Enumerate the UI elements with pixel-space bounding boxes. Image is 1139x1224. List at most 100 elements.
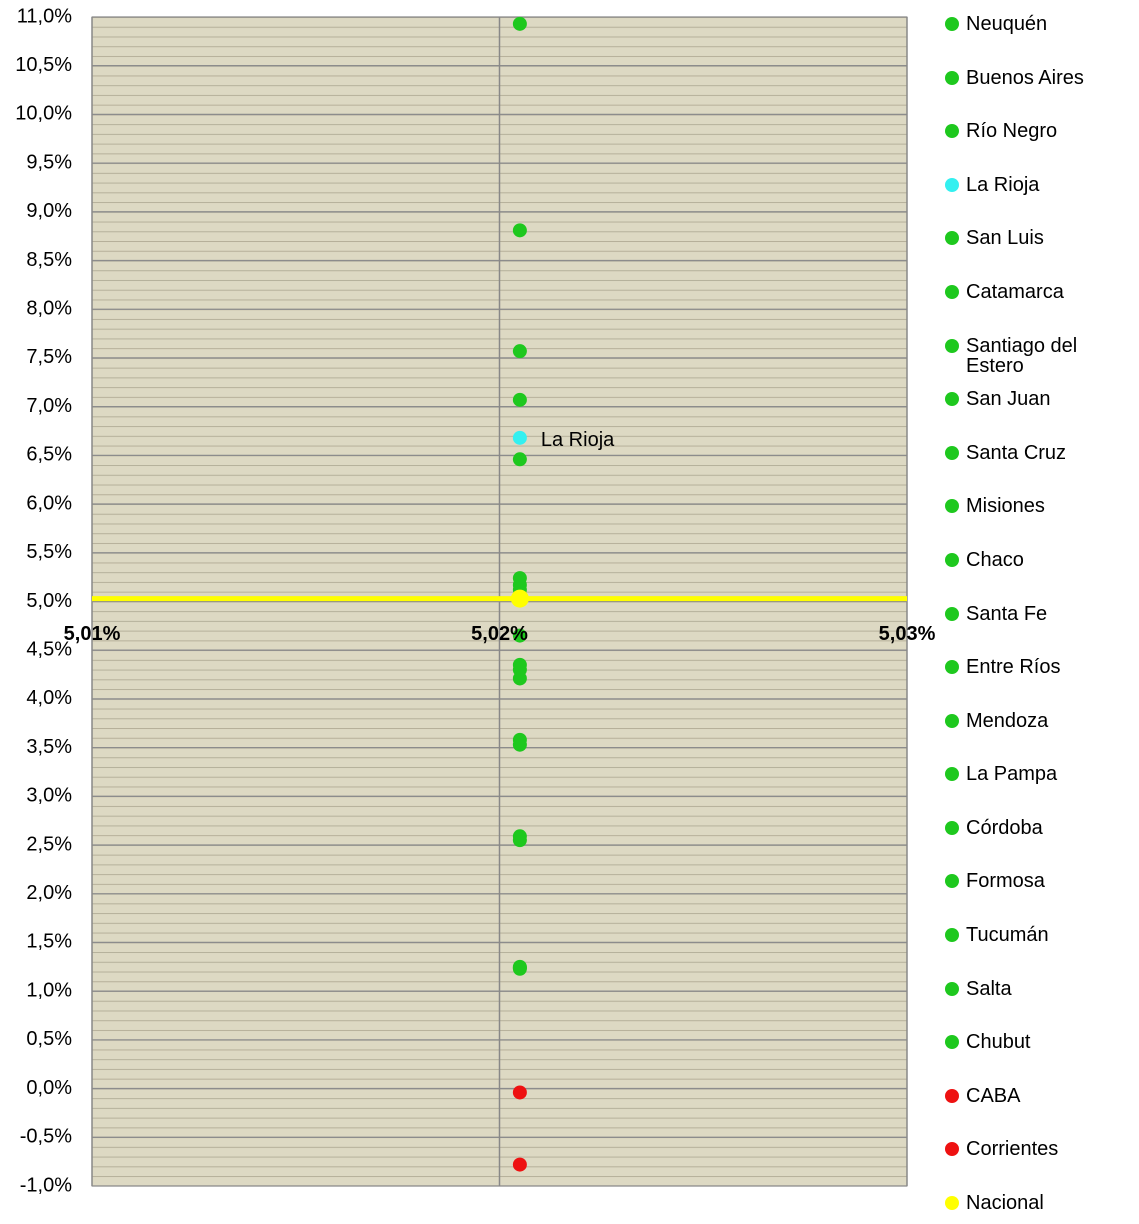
y-tick-label: 4,0%	[26, 687, 72, 709]
y-tick-label: 1,0%	[26, 979, 72, 1001]
point	[512, 430, 527, 445]
marks: La Rioja	[92, 16, 907, 1172]
legend-item: Chubut	[944, 1032, 1134, 1052]
legend-swatch	[945, 177, 959, 192]
legend-label: Chubut	[966, 1031, 1031, 1054]
y-tick-label: 10,0%	[15, 103, 72, 125]
legend-item: Formosa	[944, 871, 1134, 891]
x-tick-label: 5,02%	[471, 623, 528, 645]
legend-item: Mendoza	[944, 711, 1134, 731]
legend-swatch	[945, 713, 959, 728]
legend-item: Córdoba	[944, 818, 1134, 838]
point	[512, 628, 527, 643]
legend-item: Santiago del Estero	[944, 336, 1134, 376]
legend-swatch	[945, 445, 959, 460]
y-tick-label: 3,5%	[26, 736, 72, 758]
legend-swatch	[945, 17, 959, 31]
y-tick-label: 5,5%	[26, 541, 72, 563]
legend-label: San Luis	[966, 227, 1044, 250]
legend-item: Chaco	[944, 550, 1134, 570]
y-tick-label: 6,5%	[26, 444, 72, 466]
y-tick-label: 5,0%	[26, 590, 72, 612]
y-tick-label: 2,5%	[26, 833, 72, 855]
y-tick-label: -0,5%	[20, 1126, 72, 1148]
legend-swatch	[945, 874, 959, 889]
y-tick-label: 3,0%	[26, 785, 72, 807]
y-tick-label: 2,0%	[26, 882, 72, 904]
point	[512, 833, 527, 848]
point	[512, 1157, 527, 1172]
legend-item: Entre Ríos	[944, 657, 1134, 677]
legend-label: Santa Cruz	[966, 441, 1067, 464]
y-tick-label: 7,0%	[26, 395, 72, 417]
legend-label: Buenos Aires	[966, 66, 1084, 89]
legend-swatch	[945, 124, 959, 139]
legend-item: Santa Fe	[944, 604, 1134, 624]
y-tick-label: 7,5%	[26, 346, 72, 368]
legend-swatch	[945, 70, 959, 85]
y-tick-label: 0,5%	[26, 1028, 72, 1050]
point	[512, 223, 527, 238]
legend-label: Salta	[966, 977, 1012, 1000]
legend-label: CABA	[966, 1084, 1021, 1107]
legend-swatch	[945, 606, 959, 621]
legend-label: Misiones	[966, 495, 1045, 518]
y-tick-label: 0,0%	[26, 1077, 72, 1099]
legend-item: Santa Cruz	[944, 443, 1134, 463]
y-tick-label: 9,5%	[26, 151, 72, 173]
legend-swatch	[945, 1088, 959, 1103]
legend-swatch	[945, 1196, 959, 1210]
point	[512, 16, 527, 31]
legend-item: Salta	[944, 979, 1134, 999]
y-tick-label: 8,5%	[26, 249, 72, 271]
legend-swatch	[945, 660, 959, 675]
legend-item: Río Negro	[944, 121, 1134, 141]
legend-item: Corrientes	[944, 1139, 1134, 1159]
legend-label: Tucumán	[966, 924, 1049, 947]
point	[512, 961, 527, 976]
y-tick-label: -1,0%	[20, 1174, 72, 1196]
legend-item: La Pampa	[944, 764, 1134, 784]
legend-item: La Rioja	[944, 175, 1134, 195]
legend-label: Entre Ríos	[966, 656, 1061, 679]
point-label: La Rioja	[541, 429, 615, 451]
plot-border	[91, 16, 908, 1187]
point	[512, 344, 527, 359]
legend-label: Neuquén	[966, 13, 1048, 35]
y-tick-label: 4,5%	[26, 638, 72, 660]
y-tick-label: 6,0%	[26, 492, 72, 514]
legend-label: Córdoba	[966, 816, 1043, 839]
y-tick-label: 8,0%	[26, 298, 72, 320]
point	[510, 589, 529, 608]
legend-swatch	[945, 981, 959, 996]
legend-item: Catamarca	[944, 282, 1134, 302]
y-tick-label: 10,5%	[15, 54, 72, 76]
point	[512, 671, 527, 686]
legend-item: Neuquén	[944, 14, 1134, 34]
legend-swatch	[945, 499, 959, 514]
point	[512, 737, 527, 752]
legend-label: La Pampa	[966, 763, 1058, 786]
legend-item: Tucumán	[944, 925, 1134, 945]
legend-swatch	[945, 284, 959, 299]
legend-item: Nacional	[944, 1193, 1134, 1213]
legend-label: Río Negro	[966, 120, 1058, 143]
x-tick-label: 5,03%	[879, 623, 936, 645]
legend-swatch	[945, 1035, 959, 1050]
legend-label: Santiago del Estero	[966, 334, 1078, 377]
y-tick-label: 9,0%	[26, 200, 72, 222]
legend-swatch	[945, 767, 959, 782]
point	[512, 392, 527, 407]
legend-swatch	[945, 231, 959, 246]
y-tick-label: 11,0%	[17, 5, 72, 27]
point	[512, 452, 527, 467]
grid	[91, 16, 908, 1187]
legend-item: San Juan	[944, 389, 1134, 409]
y-tick-label: 1,5%	[26, 931, 72, 953]
legend-label: Santa Fe	[966, 602, 1048, 625]
legend-item: Misiones	[944, 496, 1134, 516]
legend-swatch	[945, 928, 959, 943]
legend-swatch	[945, 392, 959, 407]
